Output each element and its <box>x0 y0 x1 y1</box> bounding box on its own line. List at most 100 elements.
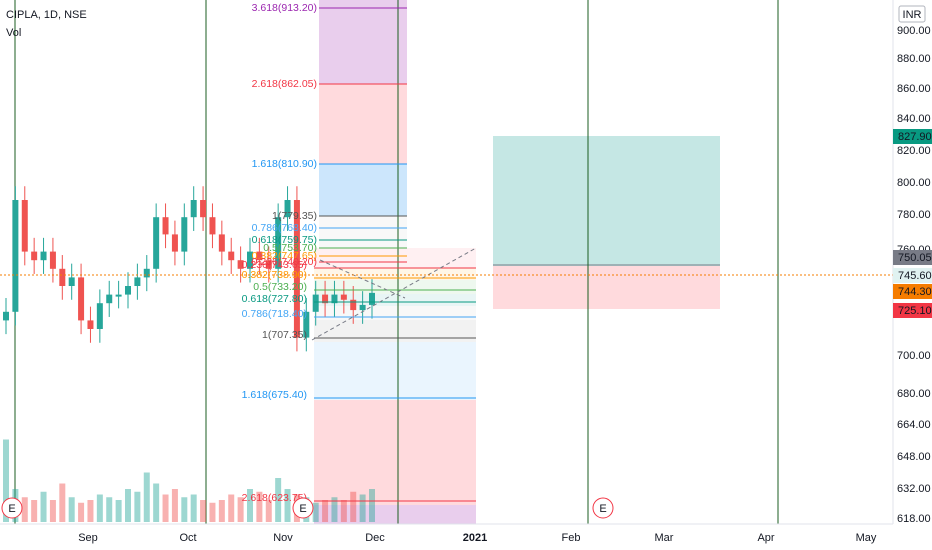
candle-body <box>237 260 244 269</box>
price-badge: 744.30 <box>893 284 932 299</box>
candle-body <box>228 251 235 261</box>
price-badge: 750.05 <box>893 250 932 265</box>
fib-zone <box>314 294 476 306</box>
trend-line[interactable] <box>319 259 406 299</box>
volume-bar <box>115 500 122 522</box>
volume-bar <box>209 502 216 522</box>
fib-zone <box>493 136 720 266</box>
fib-lower-label: 1.618(675.40) <box>242 389 307 401</box>
price-tick: 648.00 <box>897 451 931 463</box>
fib-zone <box>493 266 720 309</box>
currency-label: INR <box>903 9 922 21</box>
volume-bar <box>3 439 9 522</box>
candle-body <box>209 217 216 235</box>
price-tick: 632.00 <box>897 483 931 495</box>
price-tick: 820.00 <box>897 145 931 157</box>
volume-bar <box>171 489 178 522</box>
price-tick: 780.00 <box>897 209 931 221</box>
price-tick: 618.00 <box>897 513 931 525</box>
volume-bar <box>190 494 197 522</box>
volume-bar <box>369 489 375 522</box>
fib-zone <box>319 8 407 84</box>
candle-body <box>115 294 122 297</box>
candle-body <box>181 217 188 252</box>
price-tick: 900.00 <box>897 25 931 37</box>
volume-bar <box>275 478 282 522</box>
volume-bar <box>59 483 66 522</box>
volume-bar <box>68 497 75 522</box>
volume-bar <box>350 491 357 522</box>
volume-bar <box>312 502 319 522</box>
volume-bar <box>340 500 347 522</box>
time-axis[interactable] <box>0 524 932 550</box>
candle-body <box>293 200 300 338</box>
volume-bar <box>200 500 207 522</box>
fib-zone <box>314 306 476 320</box>
candle-body <box>49 251 56 269</box>
candle-body <box>190 200 197 218</box>
candle-body <box>106 294 113 304</box>
volume-bar <box>181 497 188 522</box>
trend-line[interactable] <box>311 247 477 341</box>
volume-bar <box>78 502 85 522</box>
price-badge: 725.10 <box>893 303 932 318</box>
volume-bar <box>134 491 141 522</box>
fib-lower-label: 0.5(733.20) <box>253 281 307 293</box>
volume-bar <box>331 497 338 522</box>
fib-upper-label: 0.786(768.40) <box>252 222 317 234</box>
volume-bar <box>49 500 56 522</box>
time-label: May <box>856 532 877 544</box>
candle-body <box>87 320 94 329</box>
time-label: Feb <box>562 532 581 544</box>
candle-body <box>125 286 131 295</box>
earnings-event-icon[interactable]: E <box>1 497 23 519</box>
fib-zone <box>319 84 407 164</box>
fib-zone <box>319 216 407 248</box>
candle-body <box>340 294 347 300</box>
fib-lower-label: 2.618(623.75) <box>242 492 307 504</box>
svg-text:744.30: 744.30 <box>898 286 932 298</box>
volume-bar <box>21 497 28 522</box>
earnings-event-icon[interactable]: E <box>292 497 314 519</box>
candle-body <box>218 234 225 252</box>
volume-bar <box>359 494 366 522</box>
earnings-event-icon[interactable]: E <box>592 497 614 519</box>
svg-text:E: E <box>8 503 15 515</box>
candle-body <box>303 311 310 338</box>
fib-upper-label: 0.382(747.65) <box>252 250 317 262</box>
volume-bar <box>143 472 150 522</box>
volume-bar <box>218 500 225 522</box>
time-label: Dec <box>365 532 385 544</box>
candle-body <box>275 217 282 269</box>
candle-body <box>312 294 319 312</box>
svg-text:725.10: 725.10 <box>898 305 932 317</box>
time-label: 2021 <box>463 532 487 544</box>
fib-zone <box>319 164 407 216</box>
volume-bar <box>237 497 244 522</box>
candle-body <box>96 303 103 329</box>
price-tick: 700.00 <box>897 350 931 362</box>
price-tick: 680.00 <box>897 388 931 400</box>
fib-lower-label: 0.382(738.90) <box>242 269 307 281</box>
fib-upper-label: 0.236(740.20) <box>252 256 317 268</box>
volume-bar <box>256 491 263 522</box>
fib-zone <box>314 342 476 400</box>
fib-zone <box>314 248 476 268</box>
volume-bar <box>247 489 253 522</box>
volume-bar <box>265 500 272 522</box>
currency-button[interactable] <box>898 5 926 23</box>
time-label: Apr <box>757 532 774 544</box>
symbol-title[interactable]: CIPLA, 1D, NSE <box>6 9 87 21</box>
svg-text:E: E <box>599 503 606 515</box>
time-label: Sep <box>78 532 98 544</box>
volume-indicator-label[interactable]: Vol <box>6 27 21 39</box>
candle-body <box>134 277 141 286</box>
candle-body <box>68 277 75 286</box>
volume-bar <box>153 483 160 522</box>
volume-bar <box>284 489 291 522</box>
candle-body <box>331 294 338 304</box>
svg-text:745.60: 745.60 <box>898 270 932 282</box>
volume-bar <box>40 491 47 522</box>
